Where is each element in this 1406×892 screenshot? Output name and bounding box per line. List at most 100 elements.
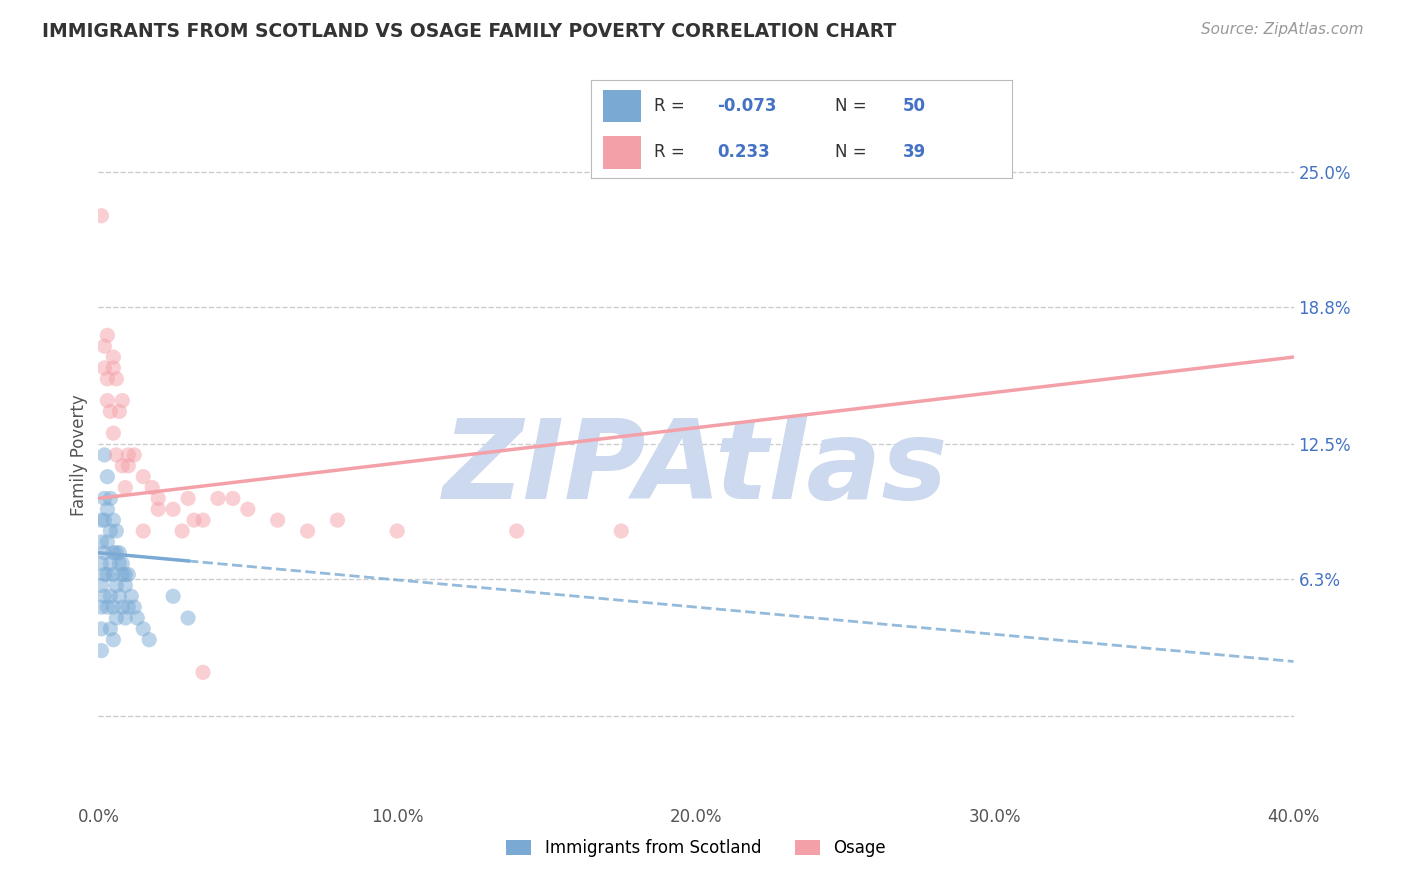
Point [93,589,115,603]
Point [111,600,134,615]
Point [385,524,409,538]
Point [90,209,112,223]
Point [132,469,155,483]
Point [96,372,118,386]
Text: IMMIGRANTS FROM SCOTLAND VS OSAGE FAMILY POVERTY CORRELATION CHART: IMMIGRANTS FROM SCOTLAND VS OSAGE FAMILY… [42,22,897,41]
Point [117,448,139,462]
Point [124,448,146,462]
Point [90,513,112,527]
Point [114,481,136,495]
Point [90,534,112,549]
Point [98,404,122,418]
Text: ZIPAtlas: ZIPAtlas [443,416,949,523]
Point [610,524,633,538]
Point [93,513,115,527]
Text: 50: 50 [903,97,925,115]
Point [177,611,200,625]
Text: N =: N = [835,143,872,161]
Point [132,524,155,538]
Point [105,546,128,560]
Point [96,502,118,516]
Point [98,491,122,506]
Point [267,513,290,527]
Point [96,567,118,582]
Point [222,491,245,506]
Point [127,611,149,625]
Text: R =: R = [654,97,690,115]
Point [132,622,155,636]
Point [93,339,115,353]
Point [93,360,115,375]
Point [90,622,112,636]
Point [162,589,184,603]
Point [141,481,163,495]
Text: N =: N = [835,97,872,115]
Point [177,491,200,506]
Point [162,502,184,516]
Point [105,524,128,538]
Point [98,622,122,636]
Point [117,567,139,582]
Point [183,513,205,527]
Point [103,513,125,527]
Point [108,546,131,560]
Point [93,448,115,462]
Point [98,589,122,603]
Point [93,567,115,582]
Point [111,557,134,571]
Point [191,665,214,680]
Point [105,448,128,462]
Point [90,600,112,615]
Point [90,578,112,592]
Point [326,513,349,527]
FancyBboxPatch shape [603,136,641,169]
Point [105,578,128,592]
Point [90,643,112,657]
Point [103,350,125,364]
Point [148,491,170,506]
Point [98,524,122,538]
Point [103,567,125,582]
Text: 0.233: 0.233 [717,143,770,161]
Point [103,360,125,375]
Point [93,491,115,506]
Point [108,589,131,603]
Point [96,469,118,483]
Point [207,491,229,506]
Point [108,404,131,418]
Point [117,458,139,473]
Point [148,502,170,516]
Point [111,458,134,473]
Text: Source: ZipAtlas.com: Source: ZipAtlas.com [1201,22,1364,37]
FancyBboxPatch shape [603,90,641,122]
Point [96,393,118,408]
Point [111,393,134,408]
Point [96,534,118,549]
Point [103,632,125,647]
Point [124,600,146,615]
Point [103,546,125,560]
Point [191,513,214,527]
Point [114,611,136,625]
Point [114,578,136,592]
Y-axis label: Family Poverty: Family Poverty [70,394,89,516]
Legend: Immigrants from Scotland, Osage: Immigrants from Scotland, Osage [499,833,893,864]
Point [172,524,194,538]
Point [98,557,122,571]
Point [297,524,319,538]
Point [103,426,125,441]
Point [138,632,160,647]
Point [103,600,125,615]
Point [111,567,134,582]
Point [90,557,112,571]
Point [114,567,136,582]
Point [117,600,139,615]
Point [96,600,118,615]
Text: 39: 39 [903,143,927,161]
Point [96,328,118,343]
Point [105,611,128,625]
Text: R =: R = [654,143,695,161]
Point [105,372,128,386]
Text: -0.073: -0.073 [717,97,776,115]
Point [506,524,529,538]
